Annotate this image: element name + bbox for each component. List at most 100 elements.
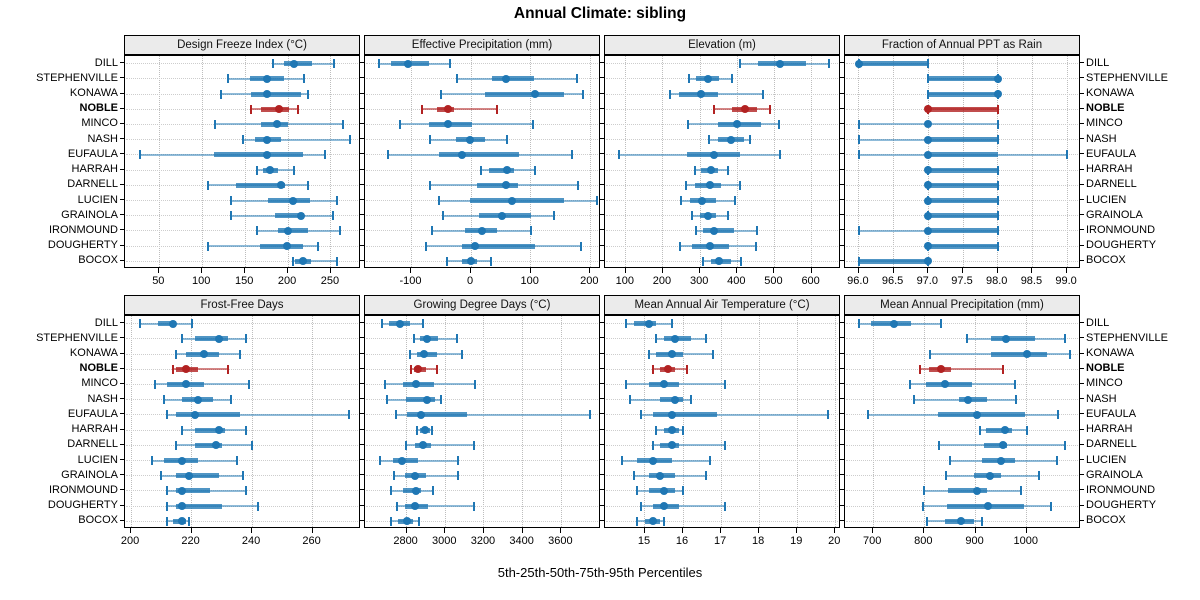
h-gridline [606, 475, 838, 477]
median-dot [530, 90, 539, 99]
median-dot [414, 365, 423, 374]
whisker-line [173, 368, 228, 371]
x-tick-label: 50 [152, 275, 165, 287]
v-gridline [662, 56, 664, 267]
whisker-cap [663, 516, 665, 526]
x-tick [1066, 268, 1068, 273]
whisker-cap [618, 150, 621, 160]
x-tick [589, 268, 591, 273]
median-dot [715, 257, 724, 266]
x-tick-label: 900 [965, 535, 984, 547]
y-tick [600, 168, 604, 170]
y-tick [1080, 382, 1084, 384]
whisker-cap [768, 104, 771, 114]
whisker-cap [996, 135, 999, 145]
whisker-line [396, 505, 474, 508]
x-tick-label: 98.5 [1020, 275, 1043, 287]
v-gridline [927, 56, 929, 267]
median-dot [263, 135, 272, 144]
whisker-line [395, 413, 590, 416]
panel-strip: Mean Annual Air Temperature (°C) [604, 295, 840, 315]
iqr-bar [194, 427, 225, 433]
whisker-cap [938, 440, 941, 450]
strip-title: Mean Annual Air Temperature (°C) [634, 299, 810, 311]
station-label-right: HARRAH [1086, 423, 1133, 436]
median-dot [667, 426, 676, 435]
y-tick [360, 489, 364, 491]
y-tick [840, 183, 844, 185]
y-tick [360, 77, 364, 79]
whisker-cap [575, 74, 578, 84]
median-dot [467, 257, 476, 266]
station-label-right: NASH [1086, 132, 1117, 145]
median-dot [262, 90, 271, 99]
iqr-bar [470, 198, 565, 204]
station-label-right: DARNELL [1086, 438, 1137, 451]
x-tick [892, 268, 894, 273]
y-tick [840, 259, 844, 261]
h-gridline [366, 505, 598, 507]
station-label-left: IRONMOUND [48, 223, 118, 236]
median-dot [277, 181, 286, 190]
whisker-cap [723, 379, 726, 389]
panel-strip: Frost-Free Days [124, 295, 360, 315]
whisker-cap [480, 165, 483, 175]
whisker-cap [432, 486, 435, 496]
h-gridline [366, 353, 598, 355]
v-gridline [287, 56, 289, 267]
whisker-cap [582, 89, 585, 99]
iqr-bar [251, 91, 301, 97]
station-label-left: EUFAULA [67, 147, 118, 160]
v-gridline [962, 56, 964, 267]
x-tick [410, 268, 412, 273]
y-tick [840, 199, 844, 201]
whisker-cap [341, 119, 344, 129]
whisker-line [379, 459, 459, 462]
whisker-cap [392, 471, 395, 481]
whisker-cap [347, 410, 350, 420]
y-tick [1080, 214, 1084, 216]
whisker-cap [430, 226, 433, 236]
y-tick [1080, 92, 1084, 94]
whisker-cap [552, 211, 555, 221]
whisker-cap [647, 349, 650, 359]
whisker-cap [1063, 440, 1066, 450]
y-tick [360, 519, 364, 521]
whisker-cap [490, 256, 493, 266]
whisker-cap [335, 196, 338, 206]
h-gridline [366, 460, 598, 462]
whisker-cap [473, 379, 476, 389]
y-tick [360, 244, 364, 246]
v-gridline [244, 56, 246, 267]
x-tick [923, 528, 925, 533]
whisker-cap [632, 471, 635, 481]
h-gridline [126, 108, 358, 110]
whisker-cap [762, 89, 765, 99]
y-tick [840, 322, 844, 324]
x-tick-label: 100 [615, 275, 634, 287]
y-tick [1080, 168, 1084, 170]
iqr-bar [928, 167, 998, 173]
whisker-cap [925, 516, 928, 526]
y-tick [1080, 322, 1084, 324]
whisker-cap [979, 425, 982, 435]
h-gridline [126, 368, 358, 370]
whisker-cap [640, 501, 643, 511]
whisker-cap [331, 211, 334, 221]
strip-title: Frost-Free Days [200, 299, 284, 311]
x-tick-label: 19 [790, 535, 803, 547]
whisker-cap [442, 211, 445, 221]
y-tick [1080, 229, 1084, 231]
whisker-line [167, 413, 349, 416]
whisker-cap [420, 104, 423, 114]
median-dot [501, 181, 510, 190]
whisker-cap [1066, 150, 1069, 160]
station-label-right: BOCOX [1086, 514, 1126, 527]
x-tick [699, 268, 701, 273]
iqr-bar [462, 243, 535, 249]
y-tick [840, 489, 844, 491]
whisker-cap [923, 486, 926, 496]
whisker-cap [695, 226, 698, 236]
h-gridline [366, 490, 598, 492]
